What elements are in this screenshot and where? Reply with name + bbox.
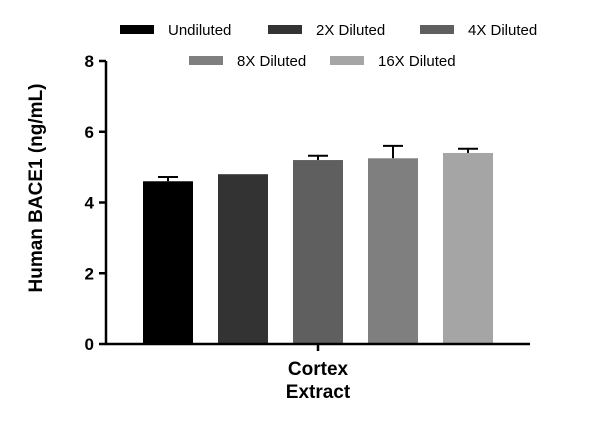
bar-group-1 xyxy=(143,176,193,344)
bar xyxy=(218,174,268,344)
y-tick-label: 2 xyxy=(85,264,94,283)
legend-label: 2X Diluted xyxy=(316,22,385,39)
y-tick-label: 0 xyxy=(85,335,94,354)
legend-item-3: 4X Diluted xyxy=(420,22,537,39)
legend-swatch xyxy=(420,25,454,34)
legend-label: 16X Diluted xyxy=(378,53,456,70)
bar xyxy=(143,181,193,344)
bar xyxy=(368,158,418,344)
y-axis: 0 2 4 6 8 xyxy=(85,52,108,354)
legend: Undiluted 2X Diluted 4X Diluted 8X Diluted 1… xyxy=(120,22,537,70)
legend-item-2: 2X Diluted xyxy=(268,22,385,39)
legend-label: Undiluted xyxy=(168,22,231,39)
legend-item-4: 8X Diluted xyxy=(189,53,306,70)
y-tick-label: 6 xyxy=(85,123,94,142)
y-tick-label: 8 xyxy=(85,52,94,71)
legend-swatch xyxy=(189,56,223,65)
x-category-label: Cortex xyxy=(288,359,349,380)
bar-group-2 xyxy=(218,174,268,344)
bar-group-4 xyxy=(368,144,418,344)
legend-swatch xyxy=(330,56,364,65)
legend-label: 8X Diluted xyxy=(237,53,306,70)
y-axis-title: Human BACE1 (ng/mL) xyxy=(26,84,47,293)
legend-label: 4X Diluted xyxy=(468,22,537,39)
bar xyxy=(293,160,343,344)
legend-swatch xyxy=(120,25,154,34)
bar-group-3 xyxy=(293,154,343,344)
x-category-label: Extract xyxy=(286,382,351,403)
y-tick-label: 4 xyxy=(85,194,95,213)
bars xyxy=(143,144,493,344)
bar-group-5 xyxy=(443,147,493,344)
bar xyxy=(443,152,493,344)
legend-item-1: Undiluted xyxy=(120,22,231,39)
legend-item-5: 16X Diluted xyxy=(330,53,456,70)
legend-swatch xyxy=(268,25,302,34)
